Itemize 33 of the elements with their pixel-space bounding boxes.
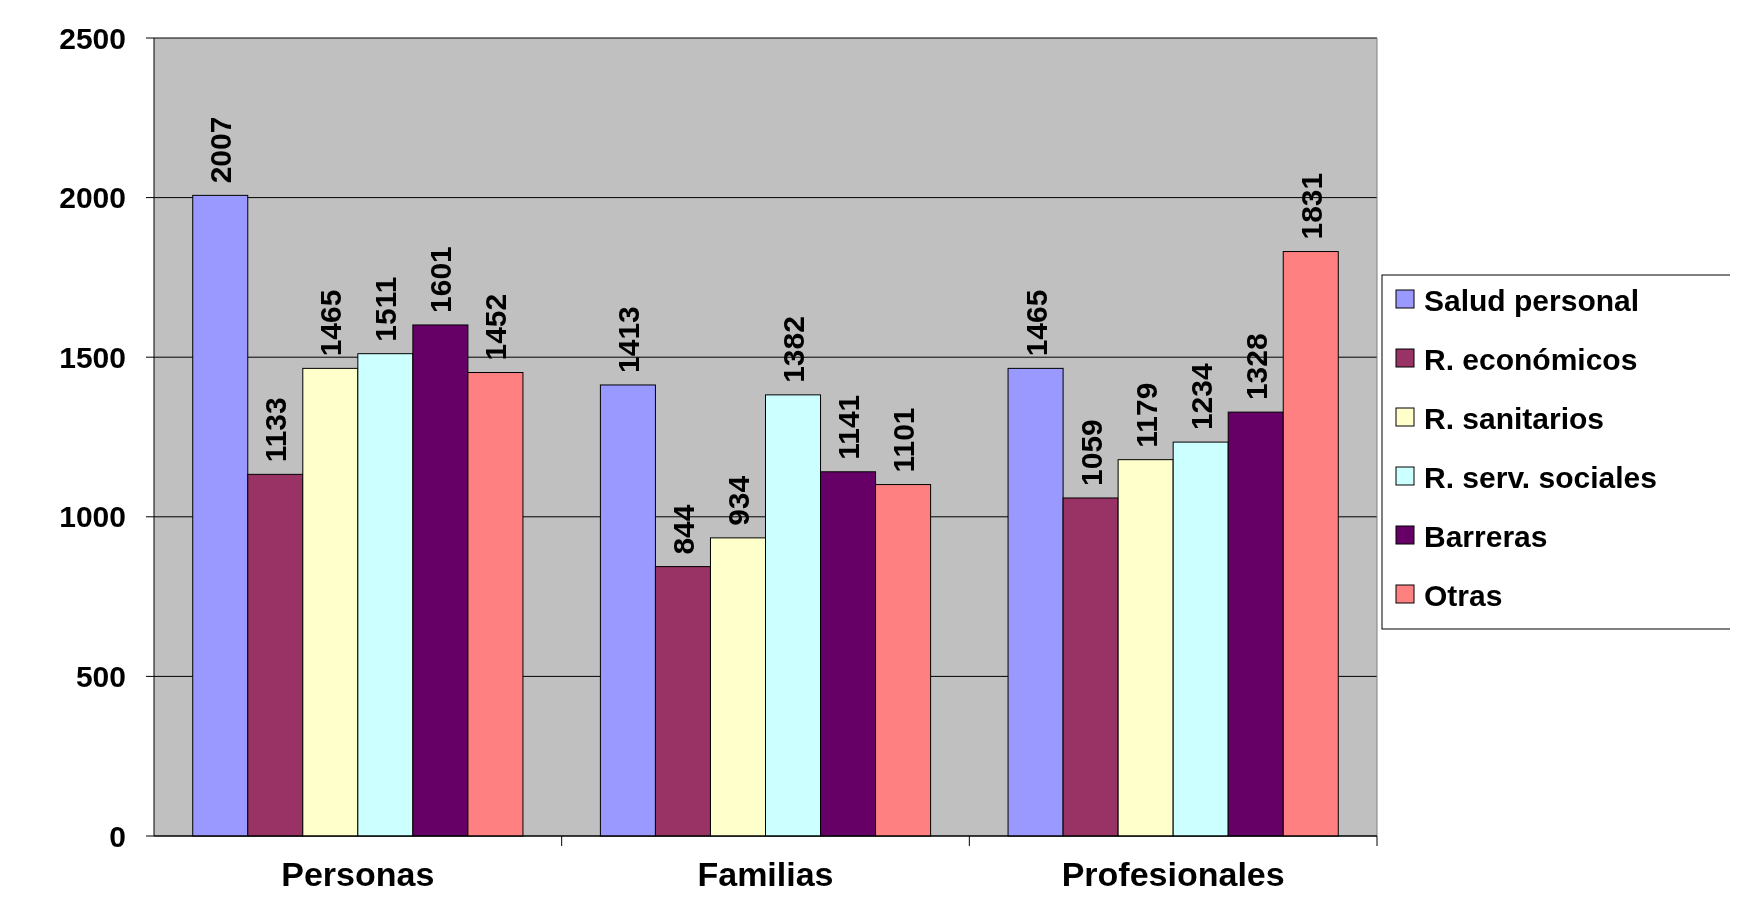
y-tick-label: 0 bbox=[109, 819, 126, 853]
data-label: 1101 bbox=[887, 407, 921, 473]
data-label: 1382 bbox=[777, 316, 811, 383]
data-label: 1511 bbox=[369, 276, 403, 342]
data-label: 1059 bbox=[1074, 419, 1108, 486]
data-label: 934 bbox=[721, 475, 755, 526]
data-label: 1831 bbox=[1294, 172, 1328, 240]
legend-label: R. sanitarios bbox=[1424, 401, 1605, 435]
legend-label: R. económicos bbox=[1424, 342, 1638, 376]
x-tick-label: Personas bbox=[281, 855, 435, 893]
data-label: 1452 bbox=[479, 293, 513, 361]
data-label: 1413 bbox=[611, 306, 645, 373]
legend-label: Barreras bbox=[1424, 519, 1548, 553]
data-label: 1234 bbox=[1184, 363, 1218, 431]
data-label: 1133 bbox=[259, 397, 293, 463]
y-tick-label: 1000 bbox=[59, 500, 126, 534]
data-label: 1328 bbox=[1239, 333, 1273, 401]
data-label: 1465 bbox=[314, 289, 348, 357]
y-tick-label: 1500 bbox=[59, 340, 126, 374]
data-label: 1601 bbox=[424, 246, 458, 313]
y-tick-label: 2000 bbox=[59, 181, 126, 215]
data-label: 1465 bbox=[1019, 289, 1053, 357]
legend-label: Salud personal bbox=[1424, 283, 1640, 317]
legend-label: R. serv. sociales bbox=[1424, 460, 1657, 494]
data-label: 1141 bbox=[832, 394, 866, 460]
y-tick-label: 500 bbox=[75, 659, 126, 693]
data-label: 2007 bbox=[204, 116, 238, 184]
x-tick-label: Familias bbox=[697, 855, 834, 893]
x-tick-label: Profesionales bbox=[1061, 855, 1285, 893]
legend-label: Otras bbox=[1424, 578, 1503, 612]
data-label: 1179 bbox=[1129, 382, 1163, 448]
data-label: 844 bbox=[666, 504, 700, 555]
y-tick-label: 2500 bbox=[59, 21, 126, 55]
